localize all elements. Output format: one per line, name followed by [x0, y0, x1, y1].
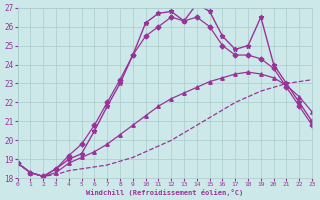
X-axis label: Windchill (Refroidissement éolien,°C): Windchill (Refroidissement éolien,°C) [86, 189, 244, 196]
